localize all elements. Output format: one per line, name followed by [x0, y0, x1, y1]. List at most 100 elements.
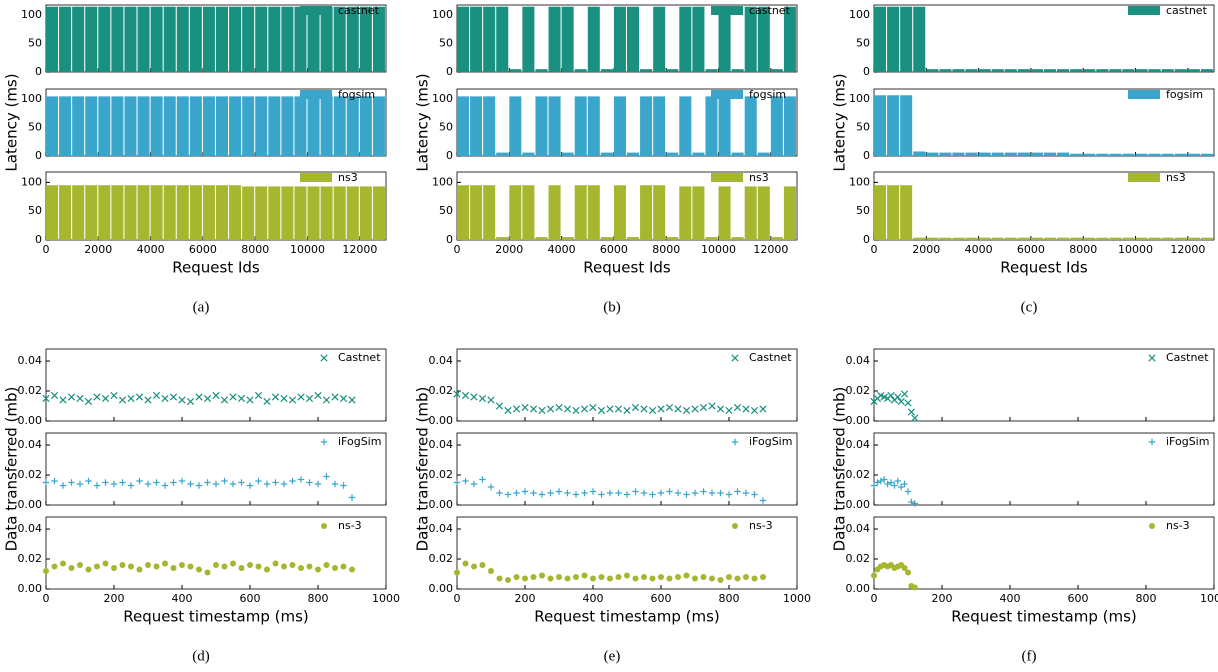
bar [1096, 69, 1109, 72]
y-tick-label: 0 [35, 149, 42, 162]
point [479, 562, 486, 568]
bar [470, 6, 483, 72]
bar [72, 96, 85, 156]
bar [202, 96, 215, 156]
point [453, 479, 461, 486]
legend-marker [731, 438, 739, 446]
bar [1083, 237, 1096, 240]
legend-label: ns-3 [1166, 519, 1190, 532]
point [454, 569, 460, 576]
bar [705, 69, 718, 72]
bar [770, 237, 783, 240]
point [315, 566, 321, 573]
bar [731, 69, 744, 72]
point [555, 403, 563, 412]
y-tick-label: 0.02 [18, 384, 43, 397]
point [84, 397, 93, 406]
point [504, 491, 512, 498]
bar [163, 96, 176, 156]
point [128, 563, 134, 570]
bar [307, 96, 320, 156]
bar [189, 96, 202, 156]
x-tick-label: 0 [43, 592, 50, 605]
bar [470, 96, 483, 156]
point [479, 476, 486, 483]
bar [783, 96, 796, 156]
point [204, 569, 211, 576]
x-tick-label: 200 [515, 592, 536, 605]
bar [483, 96, 496, 156]
bar [535, 237, 548, 240]
bar [627, 6, 640, 72]
point [699, 403, 708, 412]
point [196, 566, 202, 573]
point [145, 562, 151, 568]
legend-marker [321, 523, 327, 529]
point [221, 477, 228, 485]
point [272, 479, 279, 486]
point [901, 565, 908, 571]
point [220, 396, 229, 404]
y-tick-label: 0.04 [429, 438, 454, 451]
point [85, 566, 92, 573]
point [716, 405, 725, 413]
bar [189, 6, 202, 72]
bar [1135, 153, 1148, 156]
legend-marker [1148, 438, 1156, 446]
y-tick-label: 50 [856, 121, 870, 134]
point [331, 393, 339, 401]
y-tick-label: 50 [28, 121, 42, 134]
point [323, 473, 330, 480]
point [904, 488, 912, 495]
point [348, 494, 356, 501]
point [657, 489, 665, 497]
bar [548, 185, 561, 240]
point [674, 489, 682, 497]
bar [1070, 237, 1083, 240]
point [513, 489, 520, 497]
y-tick-label: 0.00 [18, 414, 43, 427]
bar [359, 6, 372, 72]
bar [887, 95, 900, 156]
point [212, 391, 220, 400]
bar [874, 95, 887, 156]
y-tick-label: 50 [439, 204, 453, 217]
plot-frame [456, 432, 798, 506]
bar [705, 237, 718, 240]
bar [242, 96, 255, 156]
bar [653, 6, 666, 72]
bar [718, 6, 731, 72]
point [306, 563, 313, 570]
point [280, 394, 288, 403]
point [590, 575, 596, 582]
point [135, 393, 144, 401]
bar [216, 6, 229, 72]
point [102, 560, 109, 567]
point [178, 477, 186, 485]
bar [952, 152, 965, 156]
bar [124, 185, 137, 240]
point [306, 479, 313, 486]
bar [887, 185, 900, 240]
y-tick-label: 0.04 [846, 354, 871, 367]
y-tick-label: 0.00 [429, 582, 454, 595]
point [717, 489, 724, 497]
legend-marker [320, 438, 328, 446]
point [471, 563, 477, 570]
point [51, 563, 58, 570]
bar [1200, 237, 1213, 240]
point [580, 405, 589, 413]
x-tick-label: 400 [583, 592, 604, 605]
point [726, 574, 732, 580]
y-tick-label: 0.00 [429, 498, 454, 511]
legend-swatch [711, 6, 743, 15]
point [606, 405, 614, 413]
point [496, 489, 503, 497]
y-axis-label: Latency (ms) [831, 73, 849, 171]
y-tick-label: 100 [849, 92, 870, 105]
bar [900, 95, 913, 156]
point [572, 406, 580, 415]
bar [913, 6, 926, 72]
point [887, 391, 895, 400]
bar [1017, 237, 1030, 240]
